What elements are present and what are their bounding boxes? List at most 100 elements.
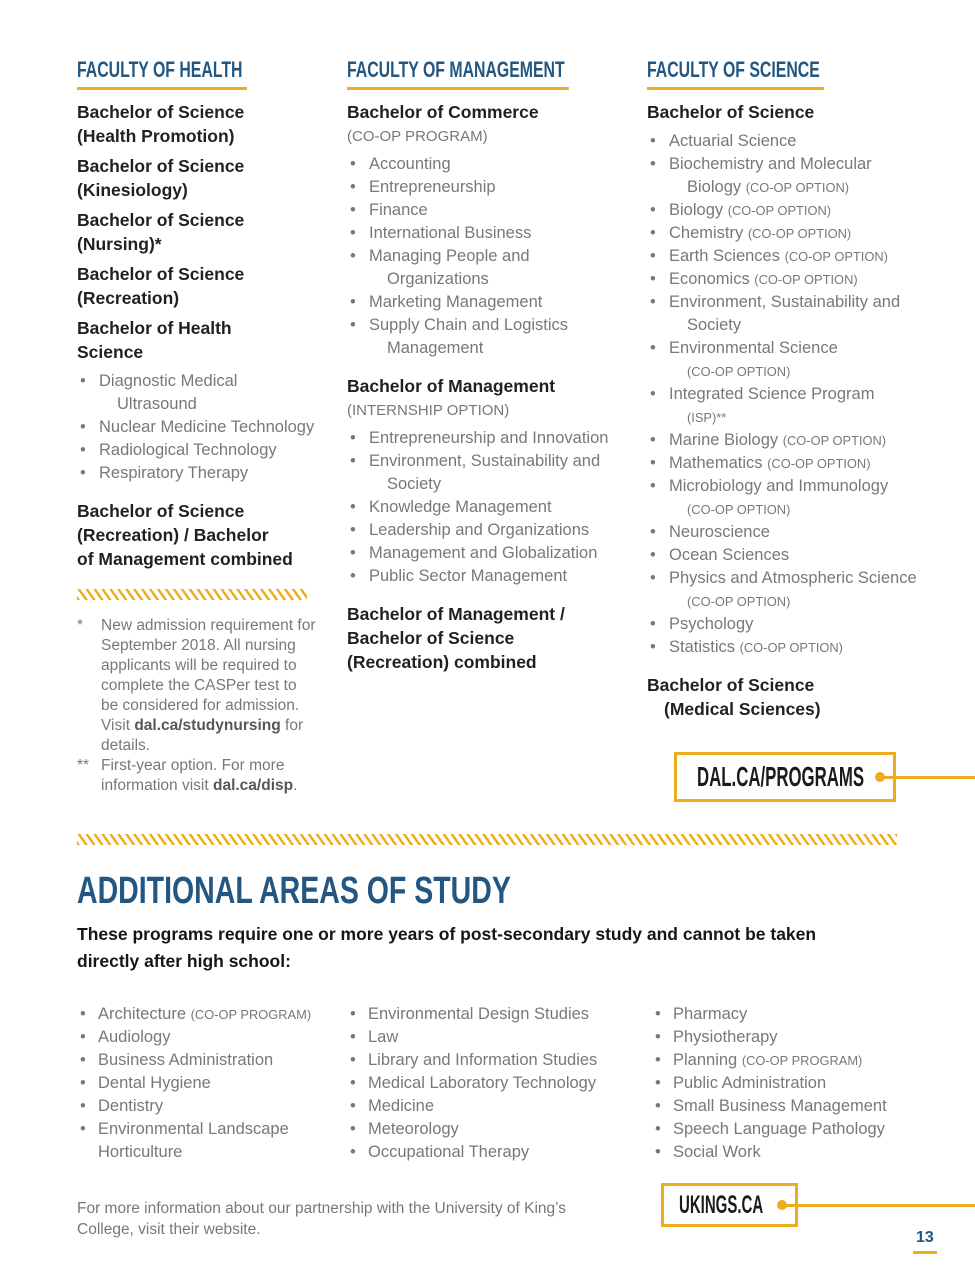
program-option: Statistics (CO-OP OPTION) bbox=[647, 636, 917, 659]
callout-dot bbox=[875, 772, 885, 782]
program-option: Nuclear Medicine Technology bbox=[77, 416, 317, 439]
callout-dot bbox=[777, 1200, 787, 1210]
coop-note: (CO-OP OPTION) bbox=[747, 226, 852, 241]
footnote: ** First-year option. For more informatio… bbox=[77, 756, 317, 796]
additional-area-item: Physiotherapy bbox=[652, 1026, 975, 1049]
coop-note: (CO-OP OPTION) bbox=[767, 456, 871, 471]
additional-area-item: Planning (CO-OP PROGRAM) bbox=[652, 1049, 975, 1072]
additional-area-item: Environmental Landscape Horticulture bbox=[77, 1118, 347, 1164]
program-caption: (INTERNSHIP OPTION) bbox=[347, 402, 510, 419]
callout-line bbox=[882, 776, 975, 779]
program-option: Environment, Sustainability and Society bbox=[347, 450, 617, 496]
program-option: Marine Biology (CO-OP OPTION) bbox=[647, 429, 917, 452]
additional-area-item: Pharmacy bbox=[652, 1003, 975, 1026]
additional-areas-title: ADDITIONAL AREAS OF STUDY bbox=[77, 870, 511, 912]
faculty-column-science: FACULTY OF SCIENCE Bachelor of Science Act… bbox=[647, 58, 975, 727]
faculty-column-health: FACULTY OF HEALTH Bachelor of Science (Hea… bbox=[77, 58, 317, 796]
additional-area-item: Medicine bbox=[347, 1095, 652, 1118]
program-option: Environment, Sustainability and Society bbox=[647, 291, 917, 337]
inline-url: dal.ca/studynursing bbox=[134, 717, 281, 734]
additional-area-item: Dentistry bbox=[77, 1095, 347, 1118]
program-option: Integrated Science Program (ISP)** bbox=[647, 383, 917, 429]
program-name: Bachelor of Health Science bbox=[77, 318, 232, 362]
additional-area-item: Speech Language Pathology bbox=[652, 1118, 975, 1141]
program-name: Bachelor of Science (Health Promotion) bbox=[77, 102, 245, 146]
coop-note: (CO-OP OPTION) bbox=[687, 502, 791, 517]
additional-area-item: Law bbox=[347, 1026, 652, 1049]
program-option: Public Sector Management bbox=[347, 565, 617, 588]
program-name: Bachelor of Commerce bbox=[347, 102, 539, 122]
footnotes: * New admission requirement for September… bbox=[77, 616, 317, 796]
additional-area-item: Dental Hygiene bbox=[77, 1072, 347, 1095]
program-option: Economics (CO-OP OPTION) bbox=[647, 268, 917, 291]
program-option: Ocean Sciences bbox=[647, 544, 917, 567]
coop-note: (ISP)** bbox=[687, 410, 727, 425]
program-option: Environmental Science (CO-OP OPTION) bbox=[647, 337, 917, 383]
program-option: Mathematics (CO-OP OPTION) bbox=[647, 452, 917, 475]
dal-programs-link-label: DAL.CA/PROGRAMS bbox=[697, 761, 865, 792]
program-option: Leadership and Organizations bbox=[347, 519, 617, 542]
coop-note: (CO-OP PROGRAM) bbox=[741, 1053, 863, 1068]
coop-note: (CO-OP OPTION) bbox=[739, 640, 843, 655]
faculty-heading-text: FACULTY OF HEALTH bbox=[77, 58, 247, 90]
program-option: Actuarial Science bbox=[647, 130, 917, 153]
faculty-heading-management: FACULTY OF MANAGEMENT bbox=[347, 58, 617, 90]
page-number: 13 bbox=[913, 1229, 937, 1254]
program-option: Entrepreneurship and Innovation bbox=[347, 427, 617, 450]
program-option: Managing People and Organizations bbox=[347, 245, 617, 291]
program-option: Neuroscience bbox=[647, 521, 917, 544]
program-name: Bachelor of Science bbox=[647, 102, 815, 122]
coop-note: (CO-OP OPTION) bbox=[745, 180, 850, 195]
program-option: Earth Sciences (CO-OP OPTION) bbox=[647, 245, 917, 268]
program-option: Radiological Technology bbox=[77, 439, 317, 462]
kings-college-note: For more information about our partnersh… bbox=[77, 1200, 567, 1238]
additional-area-item: Public Administration bbox=[652, 1072, 975, 1095]
additional-areas-list-3: PharmacyPhysiotherapyPlanning (CO-OP PRO… bbox=[652, 1003, 975, 1164]
faculty-heading-text: FACULTY OF SCIENCE bbox=[647, 58, 825, 90]
program-option-list: Diagnostic Medical UltrasoundNuclear Med… bbox=[77, 370, 317, 485]
additional-areas-list-1: Architecture (CO-OP PROGRAM)AudiologyBus… bbox=[77, 1003, 347, 1164]
ukings-callout: UKINGS.CA bbox=[661, 1183, 975, 1227]
footnote: * New admission requirement for September… bbox=[77, 616, 317, 756]
column-divider-hatch bbox=[77, 589, 307, 600]
additional-areas-columns: Architecture (CO-OP PROGRAM)AudiologyBus… bbox=[77, 1003, 975, 1164]
program-option: Respiratory Therapy bbox=[77, 462, 317, 485]
program-option: Biology (CO-OP OPTION) bbox=[647, 199, 917, 222]
coop-note: (CO-OP OPTION) bbox=[727, 203, 832, 218]
program-option: Entrepreneurship bbox=[347, 176, 617, 199]
footnote-marker: ** bbox=[77, 757, 90, 774]
program-option-list: Entrepreneurship and InnovationEnvironme… bbox=[347, 427, 617, 588]
additional-area-item: Social Work bbox=[652, 1141, 975, 1164]
program-name: Bachelor of Management bbox=[347, 376, 556, 396]
program-option: Biochemistry and Molecular Biology (CO-O… bbox=[647, 153, 917, 199]
additional-areas-subtitle: These programs require one or more years… bbox=[77, 924, 817, 971]
dal-programs-callout: DAL.CA/PROGRAMS bbox=[674, 752, 975, 802]
program-name: Bachelor of Science (Recreation) / Bachel… bbox=[77, 501, 293, 569]
inline-url: dal.ca/disp bbox=[212, 777, 294, 794]
coop-note: (CO-OP OPTION) bbox=[754, 272, 858, 287]
additional-areas-list-2: Environmental Design StudiesLawLibrary a… bbox=[347, 1003, 652, 1164]
program-option: Psychology bbox=[647, 613, 917, 636]
program-option: Marketing Management bbox=[347, 291, 617, 314]
program-option: Diagnostic Medical Ultrasound bbox=[77, 370, 317, 416]
program-option: Chemistry (CO-OP OPTION) bbox=[647, 222, 917, 245]
additional-area-item: Medical Laboratory Technology bbox=[347, 1072, 652, 1095]
section-divider-hatch bbox=[77, 834, 897, 845]
program-name: Bachelor of Science (Kinesiology) bbox=[77, 156, 245, 200]
program-option-list: Actuarial ScienceBiochemistry and Molecu… bbox=[647, 130, 917, 659]
faculty-heading-science: FACULTY OF SCIENCE bbox=[647, 58, 975, 90]
coop-note: (CO-OP PROGRAM) bbox=[190, 1007, 312, 1022]
footnote-text: New admission requirement for September … bbox=[101, 617, 316, 754]
faculty-column-management: FACULTY OF MANAGEMENT Bachelor of Commerc… bbox=[347, 58, 617, 680]
footnote-text: First-year option. For more information … bbox=[101, 757, 298, 794]
program-caption: (CO-OP PROGRAM) bbox=[347, 128, 488, 145]
ukings-link-label: UKINGS.CA bbox=[679, 1190, 764, 1219]
ukings-box[interactable]: UKINGS.CA bbox=[661, 1183, 798, 1227]
callout-line bbox=[783, 1204, 975, 1207]
additional-area-item: Audiology bbox=[77, 1026, 347, 1049]
coop-note: (CO-OP OPTION) bbox=[784, 249, 888, 264]
additional-area-item: Environmental Design Studies bbox=[347, 1003, 652, 1026]
dal-programs-box[interactable]: DAL.CA/PROGRAMS bbox=[674, 752, 896, 802]
program-option: Microbiology and Immunology (CO-OP OPTIO… bbox=[647, 475, 917, 521]
